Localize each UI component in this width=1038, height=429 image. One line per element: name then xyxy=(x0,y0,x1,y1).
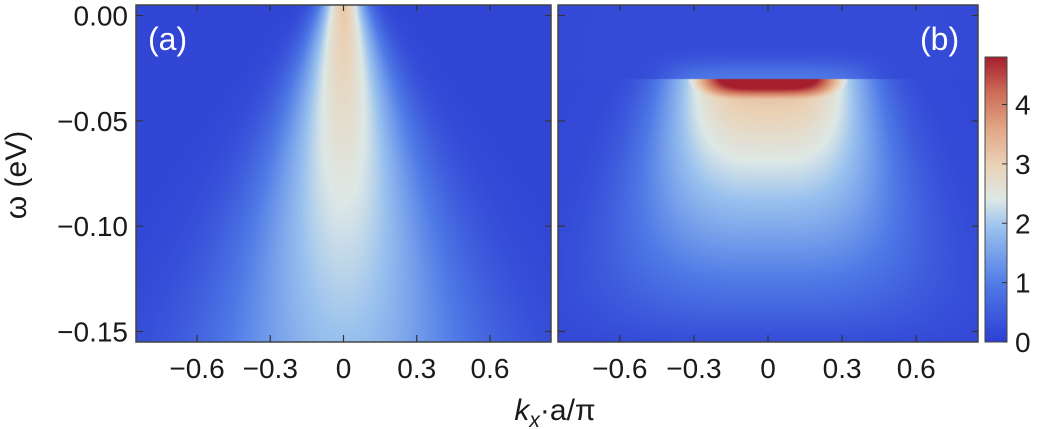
x-axis-label: kx·a/π xyxy=(514,394,595,429)
colorbar-tick-label: 0 xyxy=(1015,327,1031,358)
panel-a-label: (a) xyxy=(148,21,187,57)
b-x-tick-label: −0.3 xyxy=(666,353,721,384)
b-x-tick-label: 0.3 xyxy=(823,353,862,384)
panel-b: (b) −0.6 −0.3 0 0.3 0.6 xyxy=(557,4,979,384)
a-x-tick-label: 0.3 xyxy=(397,353,436,384)
colorbar-tick-label: 3 xyxy=(1015,149,1031,180)
a-x-tick-label: −0.6 xyxy=(169,353,224,384)
b-x-tick-label: 0.6 xyxy=(897,353,936,384)
a-y-tick-label: 0.00 xyxy=(74,1,129,32)
colorbar-tick-label: 4 xyxy=(1015,90,1031,121)
b-x-tick-label: −0.6 xyxy=(592,353,647,384)
x-axis-label-k: k xyxy=(514,394,531,427)
colorbar-gradient xyxy=(984,56,1008,343)
a-y-tick-label: −0.10 xyxy=(57,211,128,242)
x-axis-label-rest: ·a/π xyxy=(540,394,596,427)
colorbar-tick-label: 2 xyxy=(1015,208,1031,239)
panel-b-label: (b) xyxy=(920,21,959,57)
colorbar-tick-label: 1 xyxy=(1015,268,1031,299)
x-axis-label-sub: x xyxy=(528,409,541,429)
y-axis-label: ω (eV) xyxy=(0,131,33,219)
a-x-tick-label: −0.3 xyxy=(243,353,298,384)
a-y-tick-label: −0.15 xyxy=(57,316,128,347)
panel-a: (a) −0.6 −0.3 0 0.3 0.6 0.00 −0.05 −0.10 −0.15 xyxy=(57,1,552,384)
colorbar: 0 1 2 3 4 xyxy=(984,56,1031,358)
a-x-tick-label: 0.6 xyxy=(471,353,510,384)
a-y-tick-label: −0.05 xyxy=(57,106,128,137)
a-x-tick-label: 0 xyxy=(336,353,352,384)
b-x-tick-label: 0 xyxy=(760,353,776,384)
